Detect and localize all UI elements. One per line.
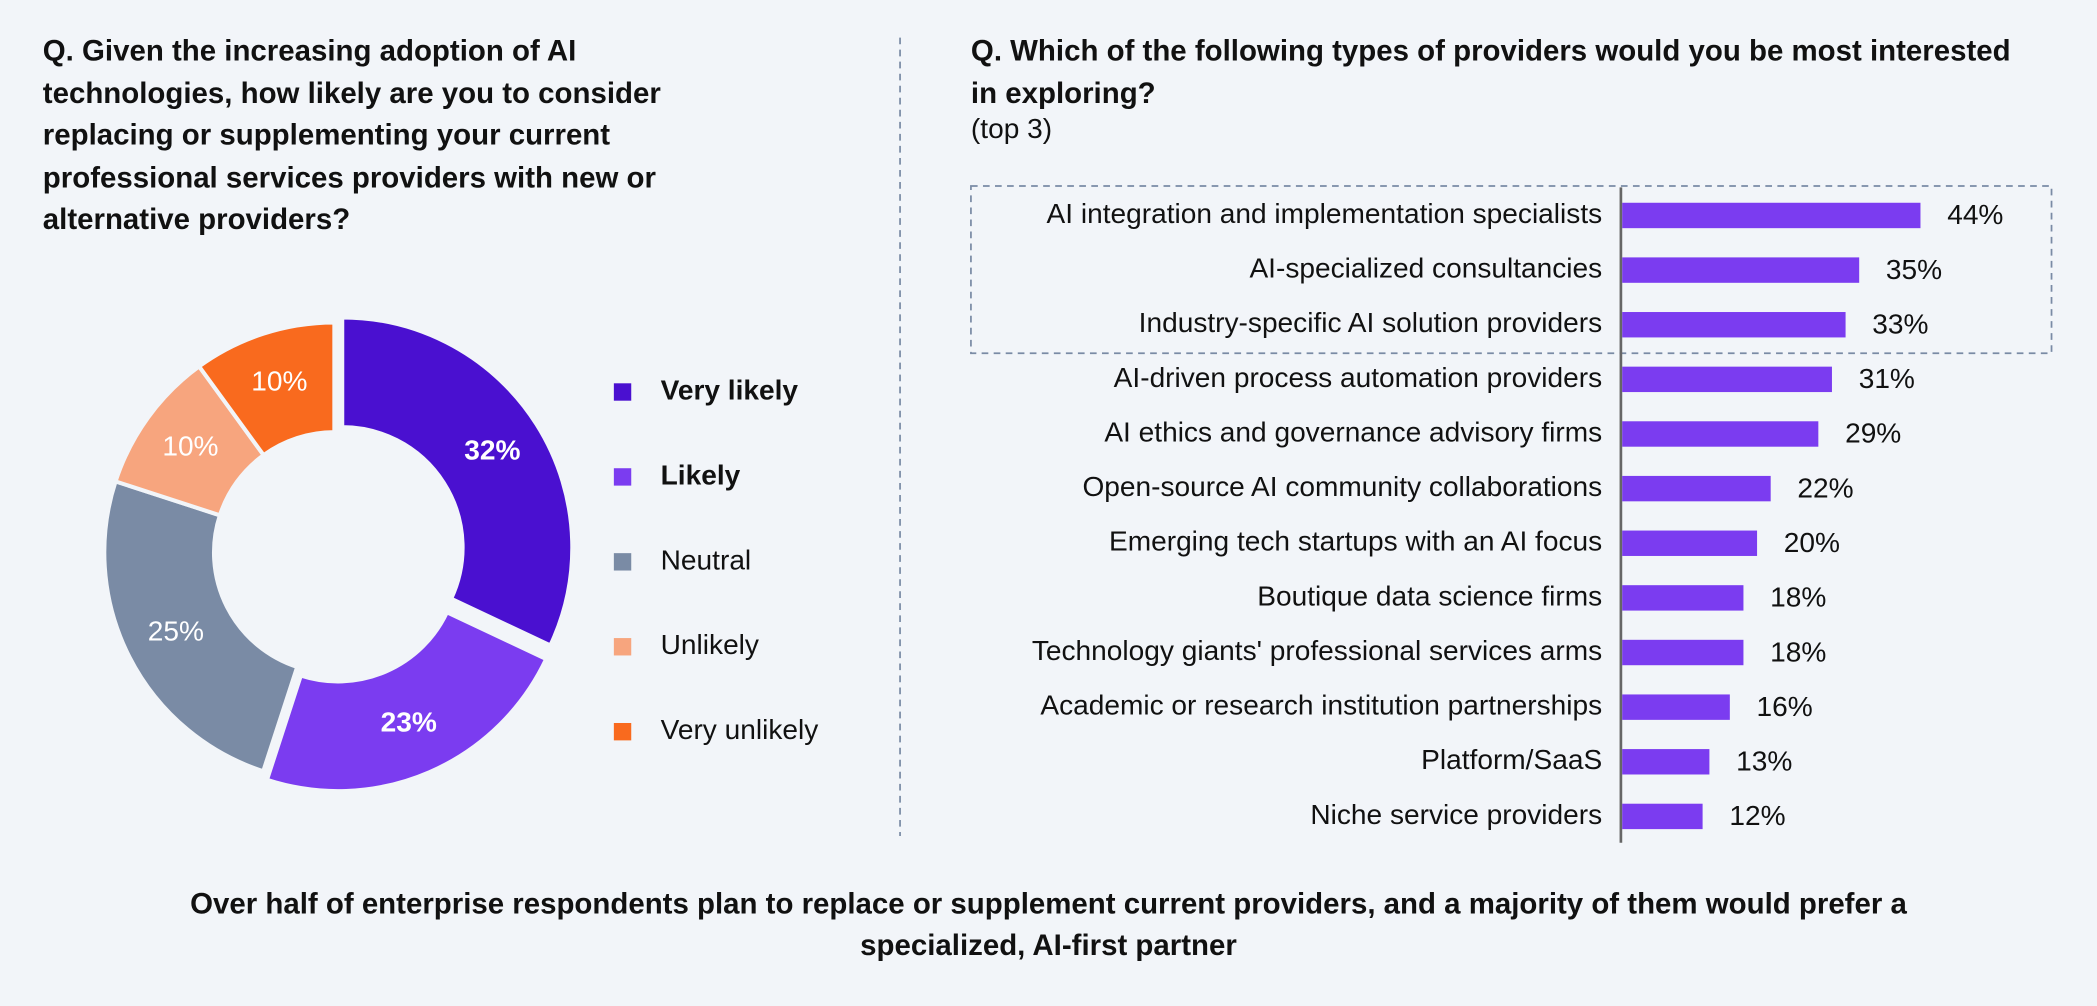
category-label: Niche service providers bbox=[1310, 799, 1602, 830]
bar bbox=[1622, 475, 1771, 502]
donut-slice bbox=[102, 478, 300, 774]
slice-label: 23% bbox=[381, 707, 437, 738]
pie-title: Q. Given the increasing adoption of AI t… bbox=[42, 33, 661, 236]
caption-box: Over half of enterprise respondents plan… bbox=[190, 886, 1907, 962]
value-label: 33% bbox=[1872, 308, 1928, 339]
value-label: 13% bbox=[1736, 746, 1792, 777]
donut-slice bbox=[264, 609, 549, 794]
title-wrap: Q. Which of the following types of provi… bbox=[971, 30, 2014, 146]
legend-label: Very unlikely bbox=[661, 714, 819, 745]
legend-label: Very likely bbox=[661, 374, 799, 405]
category-label: AI integration and implementation specia… bbox=[1047, 198, 1603, 229]
bar bbox=[1622, 530, 1758, 556]
category-label: Academic or research institution partner… bbox=[1040, 690, 1602, 721]
value-label: 20% bbox=[1784, 527, 1840, 558]
bar bbox=[1622, 749, 1710, 775]
bar bbox=[1622, 366, 1832, 393]
bar bbox=[1622, 257, 1860, 283]
legend-swatch bbox=[613, 468, 632, 486]
value-label: 12% bbox=[1729, 800, 1785, 831]
legend-label: Likely bbox=[661, 459, 741, 490]
bar bbox=[1622, 803, 1703, 830]
legend-swatch bbox=[613, 553, 632, 571]
value-label: 44% bbox=[1947, 199, 2003, 230]
value-label: 29% bbox=[1845, 418, 1901, 449]
highlight-box bbox=[970, 185, 2053, 355]
value-label: 18% bbox=[1770, 582, 1826, 613]
title-box: Q. Given the increasing adoption of AI t… bbox=[42, 33, 661, 236]
value-label: 22% bbox=[1797, 472, 1853, 503]
category-label: AI-driven process automation providers bbox=[1114, 362, 1602, 393]
value-label: 16% bbox=[1757, 691, 1813, 722]
category-label: Platform/SaaS bbox=[1421, 744, 1602, 775]
category-label: Emerging tech startups with an AI focus bbox=[1109, 526, 1602, 557]
bar bbox=[1622, 585, 1744, 611]
category-label: AI ethics and governance advisory firms bbox=[1104, 416, 1602, 447]
legend-label: Unlikely bbox=[661, 629, 759, 660]
slice-label: 32% bbox=[464, 435, 520, 466]
category-label: AI-specialized consultancies bbox=[1249, 253, 1602, 284]
donut-slice bbox=[196, 320, 337, 458]
donut-slice bbox=[340, 315, 575, 649]
bar bbox=[1622, 312, 1846, 338]
category-label: Industry-specific AI solution providers bbox=[1139, 307, 1602, 338]
slice-label: 10% bbox=[251, 366, 307, 397]
bar-subtitle: (top 3) bbox=[970, 113, 1053, 145]
category-label: Technology giants' professional services… bbox=[1032, 635, 1602, 666]
caption: Over half of enterprise respondents plan… bbox=[190, 886, 1907, 962]
value-label: 31% bbox=[1859, 363, 1915, 394]
legend-swatch bbox=[613, 383, 632, 401]
slice-label: 10% bbox=[162, 430, 218, 461]
legend-swatch bbox=[613, 638, 632, 656]
legend-label: Neutral bbox=[661, 544, 752, 575]
bar bbox=[1622, 694, 1730, 720]
value-label: 18% bbox=[1770, 636, 1826, 667]
bar-title: Q. Which of the following types of provi… bbox=[970, 33, 2011, 110]
bar bbox=[1622, 639, 1744, 666]
bar bbox=[1622, 421, 1819, 447]
title-box: Q. Which of the following types of provi… bbox=[971, 30, 2014, 146]
category-label: Boutique data science firms bbox=[1257, 580, 1602, 611]
category-label: Open-source AI community collaborations bbox=[1082, 471, 1602, 502]
bar bbox=[1622, 202, 1921, 229]
value-label: 35% bbox=[1886, 254, 1942, 285]
slice-label: 25% bbox=[148, 616, 204, 647]
legend-swatch bbox=[613, 722, 632, 741]
